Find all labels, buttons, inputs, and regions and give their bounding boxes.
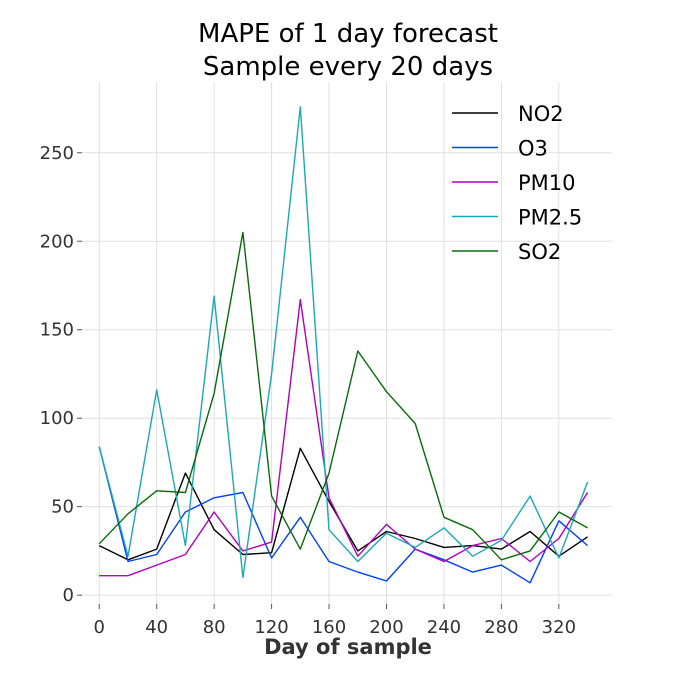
legend-label-pm2-5: PM2.5 — [518, 206, 582, 230]
legend-label-so2: SO2 — [518, 240, 561, 264]
series-line-pm10 — [99, 298, 589, 577]
y-tick-label: 150 — [40, 320, 74, 341]
series-lines — [98, 106, 589, 584]
x-axis-title: Day of sample — [264, 635, 432, 659]
y-tick-label: 200 — [40, 231, 74, 252]
legend-label-no2: NO2 — [518, 102, 564, 126]
grid — [82, 82, 612, 604]
series-line-no2 — [98, 447, 588, 561]
x-tick-label: 0 — [94, 617, 105, 638]
y-tick-label: 250 — [40, 143, 74, 164]
axis-ticks: 0 40 80 120 160 200 240 280 320 0 50 100 150 200 250 — [40, 143, 576, 638]
x-tick-label: 160 — [312, 617, 346, 638]
series-line-o3 — [98, 446, 589, 584]
x-tick-label: 320 — [542, 617, 576, 638]
series-line-pm2-5 — [98, 106, 589, 579]
legend: NO2 O3 PM10 PM2.5 SO2 — [452, 102, 582, 264]
x-tick-label: 200 — [369, 617, 403, 638]
x-tick-label: 240 — [427, 617, 461, 638]
chart-title-line-1: MAPE of 1 day forecast — [198, 19, 498, 49]
y-tick-label: 0 — [63, 585, 74, 606]
legend-label-o3: O3 — [518, 137, 548, 161]
x-tick-label: 80 — [203, 617, 226, 638]
y-tick-label: 100 — [40, 408, 74, 429]
legend-label-pm10: PM10 — [518, 171, 576, 195]
chart-title-line-2: Sample every 20 days — [203, 52, 493, 82]
y-tick-label: 50 — [51, 497, 74, 518]
x-tick-label: 120 — [254, 617, 288, 638]
series-line-so2 — [98, 231, 588, 561]
x-tick-label: 280 — [484, 617, 518, 638]
x-tick-label: 40 — [145, 617, 168, 638]
